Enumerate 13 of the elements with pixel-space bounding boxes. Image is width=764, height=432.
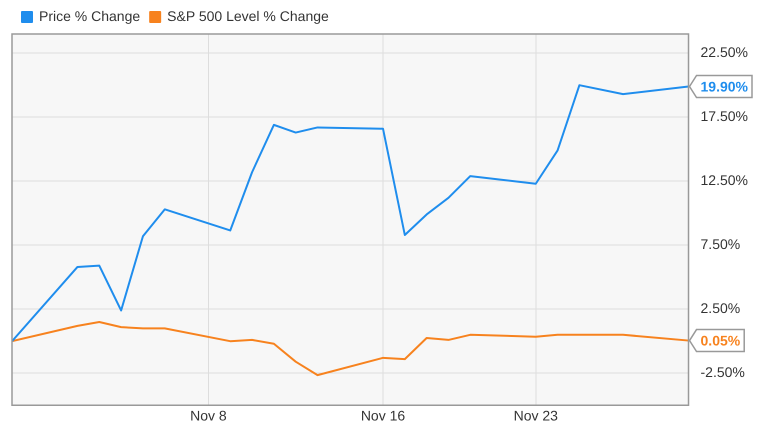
annotation: 19.90% xyxy=(700,78,749,94)
y-tick-label: 12.50% xyxy=(700,172,748,188)
legend-label: S&P 500 Level % Change xyxy=(167,8,330,24)
y-tick-label: 7.50% xyxy=(700,236,740,252)
y-tick-label: -2.50% xyxy=(700,364,745,380)
legend-label: Price % Change xyxy=(39,8,140,24)
x-tick-label: Nov 16 xyxy=(360,407,406,424)
y-tick-label: 2.50% xyxy=(700,300,740,316)
y-tick-label: 17.50% xyxy=(700,108,748,124)
annotation: 0.05% xyxy=(700,332,741,348)
y-tick-label: 22.50% xyxy=(700,44,748,60)
x-tick-label: Nov 23 xyxy=(514,407,558,424)
x-tick-label: Nov 8 xyxy=(190,407,227,424)
